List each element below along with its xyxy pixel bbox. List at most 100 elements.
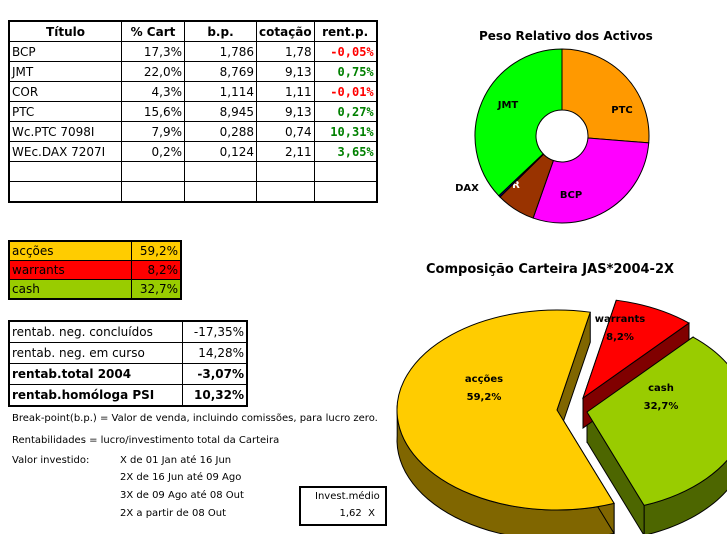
valor-investido-label: Valor investido:: [12, 455, 90, 466]
returns-value: -17,35%: [182, 320, 248, 343]
returns-value: 10,32%: [182, 384, 248, 407]
cell-cotacao: 1,78: [256, 41, 315, 62]
donut-slice-jmt: [474, 48, 563, 197]
cell-titulo: COR: [8, 81, 122, 102]
cell-rent: 0,27%: [313, 101, 378, 122]
cell-cart: [121, 161, 185, 182]
donut-slice-bcp: [532, 137, 650, 224]
donut-label: PTC: [611, 105, 633, 116]
cell-cart: 22,0%: [121, 61, 185, 82]
donut-chart: PTCBCPCORDAXJMT: [455, 48, 650, 224]
pie3d-slice-warrants: [582, 299, 690, 400]
cell-cotacao: [256, 181, 315, 203]
pie3d-slice-cash: [586, 336, 727, 506]
col-rent: rent.p.: [313, 20, 378, 42]
cell-cart: 4,3%: [121, 81, 185, 102]
returns-row: rentab.homóloga PSI 10,32%: [8, 384, 248, 407]
composition-label: acções: [8, 240, 132, 261]
cell-bp: [184, 181, 257, 203]
donut-slice-ptc: [561, 48, 650, 144]
pie3d-label-name: acções: [465, 374, 503, 385]
invest-medio-value: 1,62 X: [339, 508, 375, 519]
cell-titulo: BCP: [8, 41, 122, 62]
composition-label: cash: [8, 279, 132, 300]
invest-medio-label: Invest.médio: [315, 491, 380, 502]
cell-cart: 17,3%: [121, 41, 185, 62]
cell-cart: [121, 181, 185, 203]
returns-table: rentab. neg. concluídos -17,35% rentab. ne…: [8, 320, 248, 407]
cell-bp: 1,114: [184, 81, 257, 102]
pie3d-label-value: 59,2%: [467, 392, 502, 403]
cell-cart: 15,6%: [121, 101, 185, 122]
cell-bp: 1,786: [184, 41, 257, 62]
cell-rent: [313, 161, 378, 182]
returns-label: rentab.homóloga PSI: [8, 384, 183, 407]
composition-value: 59,2%: [131, 240, 182, 261]
cell-rent: 10,31%: [313, 121, 378, 142]
composition-value: 32,7%: [131, 279, 182, 300]
cell-cotacao: [256, 161, 315, 182]
portfolio-row: WEc.DAX 7207I 0,2% 0,124 2,11 3,65%: [8, 141, 378, 162]
cell-rent: -0,01%: [313, 81, 378, 102]
cell-rent: 0,75%: [313, 61, 378, 82]
returns-row: rentab. neg. concluídos -17,35%: [8, 320, 248, 343]
pie3d-label-name: cash: [648, 383, 674, 394]
cell-cotacao: 9,13: [256, 101, 315, 122]
composition-table: acções 59,2% warrants 8,2% cash 32,7%: [8, 240, 182, 300]
cell-titulo: Wc.PTC 7098I: [8, 121, 122, 142]
breakpoint-note: Break-point(b.p.) = Valor de venda, incl…: [12, 413, 378, 424]
portfolio-row: Wc.PTC 7098I 7,9% 0,288 0,74 10,31%: [8, 121, 378, 142]
col-cart: % Cart: [121, 20, 185, 42]
composition-row: acções 59,2%: [8, 240, 182, 261]
returns-label: rentab.total 2004: [8, 363, 183, 385]
col-bp: b.p.: [184, 20, 257, 42]
donut-chart-title: Peso Relativo dos Activos: [479, 29, 653, 43]
returns-label: rentab. neg. concluídos: [8, 320, 183, 343]
donut-label: BCP: [560, 190, 582, 201]
returns-value: 14,28%: [182, 342, 248, 364]
pie-chart-title: Composição Carteira JAS*2004-2X: [426, 262, 675, 277]
composition-label: warrants: [8, 260, 132, 280]
cell-cotacao: 1,11: [256, 81, 315, 102]
composition-value: 8,2%: [131, 260, 182, 280]
cell-bp: 0,124: [184, 141, 257, 162]
returns-row: rentab.total 2004 -3,07%: [8, 363, 248, 385]
period-3: 3X de 09 Ago até 08 Out: [120, 490, 244, 501]
returns-value: -3,07%: [182, 363, 248, 385]
period-4: 2X a partir de 08 Out: [120, 508, 226, 519]
cell-titulo: WEc.DAX 7207I: [8, 141, 122, 162]
cell-bp: 0,288: [184, 121, 257, 142]
donut-label: JMT: [497, 100, 519, 111]
portfolio-row: BCP 17,3% 1,786 1,78 -0,05%: [8, 41, 378, 62]
pie3d-slice-acoes: [396, 309, 615, 511]
cell-cotacao: 9,13: [256, 61, 315, 82]
portfolio-row: [8, 181, 378, 203]
cell-rent: -0,05%: [313, 41, 378, 62]
period-1: X de 01 Jan até 16 Jun: [120, 455, 232, 466]
returns-row: rentab. neg. em curso 14,28%: [8, 342, 248, 364]
returns-label: rentab. neg. em curso: [8, 342, 183, 364]
composition-row: cash 32,7%: [8, 279, 182, 300]
col-cotacao: cotação: [256, 20, 315, 42]
col-titulo: Título: [8, 20, 122, 42]
pie3d-label-value: 32,7%: [644, 401, 679, 412]
cell-titulo: PTC: [8, 101, 122, 122]
pie3d-label-name: warrants: [595, 314, 645, 325]
donut-label: DAX: [455, 183, 479, 194]
cell-cotacao: 0,74: [256, 121, 315, 142]
cell-cart: 0,2%: [121, 141, 185, 162]
portfolio-row: [8, 161, 378, 182]
cell-titulo: [8, 181, 122, 203]
portfolio-row: COR 4,3% 1,114 1,11 -0,01%: [8, 81, 378, 102]
portfolio-row: JMT 22,0% 8,769 9,13 0,75%: [8, 61, 378, 82]
cell-rent: [313, 181, 378, 203]
rentabilidades-note: Rentabilidades = lucro/investimento tota…: [12, 435, 280, 446]
cell-bp: [184, 161, 257, 182]
cell-bp: 8,945: [184, 101, 257, 122]
invest-medio-box: Invest.médio 1,62 X: [299, 486, 387, 526]
pie3d-label-value: 8,2%: [606, 332, 634, 343]
cell-bp: 8,769: [184, 61, 257, 82]
pie3d-chart: acções 59,2% warrants 8,2% cash 32,7%: [396, 299, 727, 534]
cell-rent: 3,65%: [313, 141, 378, 162]
cell-cart: 7,9%: [121, 121, 185, 142]
